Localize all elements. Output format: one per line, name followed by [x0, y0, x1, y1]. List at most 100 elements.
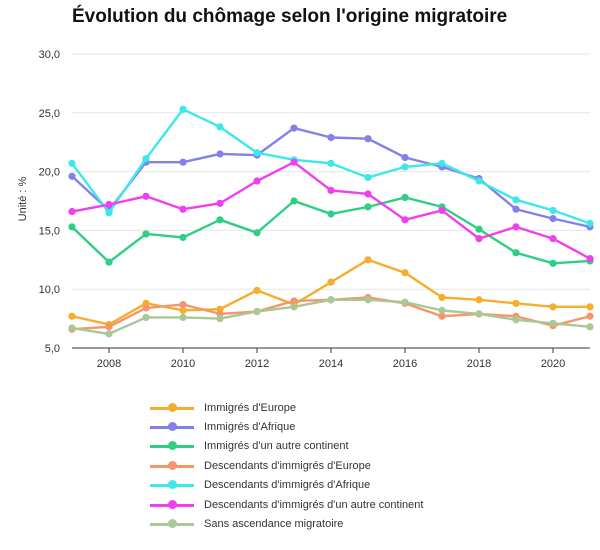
data-point: [253, 286, 261, 294]
data-point: [290, 197, 298, 205]
legend-label: Immigrés d'un autre continent: [204, 440, 349, 453]
legend-item[interactable]: Descendants d'immigrés d'Europe: [150, 456, 423, 475]
y-tick-label: 20,0: [39, 167, 60, 179]
data-point: [549, 235, 557, 243]
data-point: [105, 258, 113, 266]
data-point: [179, 313, 187, 322]
x-tick-label: 2020: [541, 358, 565, 370]
legend-item[interactable]: Immigrés d'Europe: [150, 398, 423, 417]
data-point: [475, 177, 483, 185]
data-point: [327, 296, 335, 304]
data-point: [512, 249, 520, 257]
legend-swatch: [150, 480, 194, 490]
series-5: [68, 158, 594, 263]
axes: 5,0 10,0 15,0 20,0 25,0 30,0 2008 2010 2012 2014 2…: [39, 49, 590, 370]
data-point: [253, 229, 261, 237]
data-point: [142, 313, 150, 322]
data-point: [438, 306, 446, 314]
data-point: [179, 233, 187, 242]
data-point: [142, 230, 150, 238]
data-point: [179, 158, 187, 166]
data-point: [401, 163, 409, 171]
chart-title: Évolution du chômage selon l'origine mig…: [72, 6, 508, 27]
legend-swatch: [150, 499, 194, 510]
legend-swatch-dot: [168, 499, 177, 509]
data-point: [549, 303, 557, 311]
data-point: [586, 219, 594, 227]
x-tick-label: 2010: [171, 358, 195, 370]
data-point: [142, 304, 150, 312]
x-tick-label: 2008: [97, 358, 121, 370]
legend-item[interactable]: Descendants d'immigrés d'Afrique: [150, 476, 423, 495]
data-point: [216, 315, 224, 323]
data-point: [438, 159, 446, 167]
data-point: [586, 312, 594, 320]
data-point: [401, 269, 409, 277]
y-tick-label: 25,0: [39, 108, 60, 120]
data-point: [512, 316, 520, 324]
legend-swatch-dot: [168, 460, 177, 470]
data-point: [549, 206, 557, 215]
data-point: [68, 324, 76, 332]
data-point: [253, 307, 261, 316]
data-point: [142, 192, 150, 200]
data-point: [438, 206, 446, 215]
y-tick-label: 5,0: [45, 343, 60, 355]
legend-label: Descendants d'immigrés d'Europe: [204, 459, 371, 472]
series-6: [68, 296, 594, 338]
data-point: [105, 330, 113, 338]
x-tick-label: 2012: [245, 358, 269, 370]
data-point: [401, 216, 409, 224]
data-point: [364, 135, 372, 143]
x-tick-label: 2014: [319, 358, 343, 370]
data-point: [290, 303, 298, 311]
legend-swatch: [150, 402, 194, 413]
data-point: [401, 153, 409, 162]
y-tick-label: 15,0: [39, 225, 60, 237]
data-point: [475, 296, 483, 304]
data-point: [364, 173, 372, 182]
data-point: [364, 296, 372, 304]
data-point: [475, 225, 483, 233]
data-point: [68, 223, 76, 231]
data-point: [290, 124, 298, 132]
data-point: [253, 177, 261, 185]
legend-swatch-dot: [168, 480, 177, 490]
data-point: [512, 196, 520, 204]
legend-label: Immigrés d'Afrique: [204, 421, 296, 434]
legend-swatch: [150, 441, 194, 451]
data-point: [327, 133, 335, 142]
data-point: [216, 150, 224, 158]
data-point: [68, 207, 76, 216]
data-point: [327, 186, 335, 195]
legend-swatch: [150, 519, 194, 529]
data-point: [549, 259, 557, 267]
data-point: [105, 200, 113, 209]
y-tick-label: 30,0: [39, 49, 60, 61]
data-point: [216, 199, 224, 207]
data-point: [216, 216, 224, 224]
legend-label: Immigrés d'Europe: [204, 401, 296, 414]
data-point: [179, 306, 187, 314]
legend-item[interactable]: Immigrés d'Afrique: [150, 417, 423, 436]
data-point: [364, 203, 372, 211]
legend-item[interactable]: Immigrés d'un autre continent: [150, 437, 423, 456]
data-point: [586, 323, 594, 331]
series-line: [71, 258, 590, 326]
legend-item[interactable]: Descendants d'immigrés d'un autre contin…: [150, 495, 423, 514]
data-point: [179, 105, 187, 113]
data-point: [253, 149, 261, 157]
series-layer: [68, 105, 594, 338]
legend-label: Descendants d'immigrés d'un autre contin…: [204, 498, 424, 511]
data-point: [105, 209, 113, 217]
grid-lines: [72, 53, 590, 290]
legend: Immigrés d'Europe Immigrés d'Afrique Immig…: [150, 398, 423, 534]
data-point: [512, 205, 520, 213]
data-point: [179, 300, 187, 309]
legend-swatch: [150, 460, 194, 471]
legend-item[interactable]: Sans ascendance migratoire: [150, 514, 423, 533]
y-axis-label: Unité : %: [17, 176, 29, 221]
line-chart: 5,0 10,0 15,0 20,0 25,0 30,0 2008 2010 2012 2014 2…: [17, 49, 594, 370]
data-point: [68, 172, 76, 180]
